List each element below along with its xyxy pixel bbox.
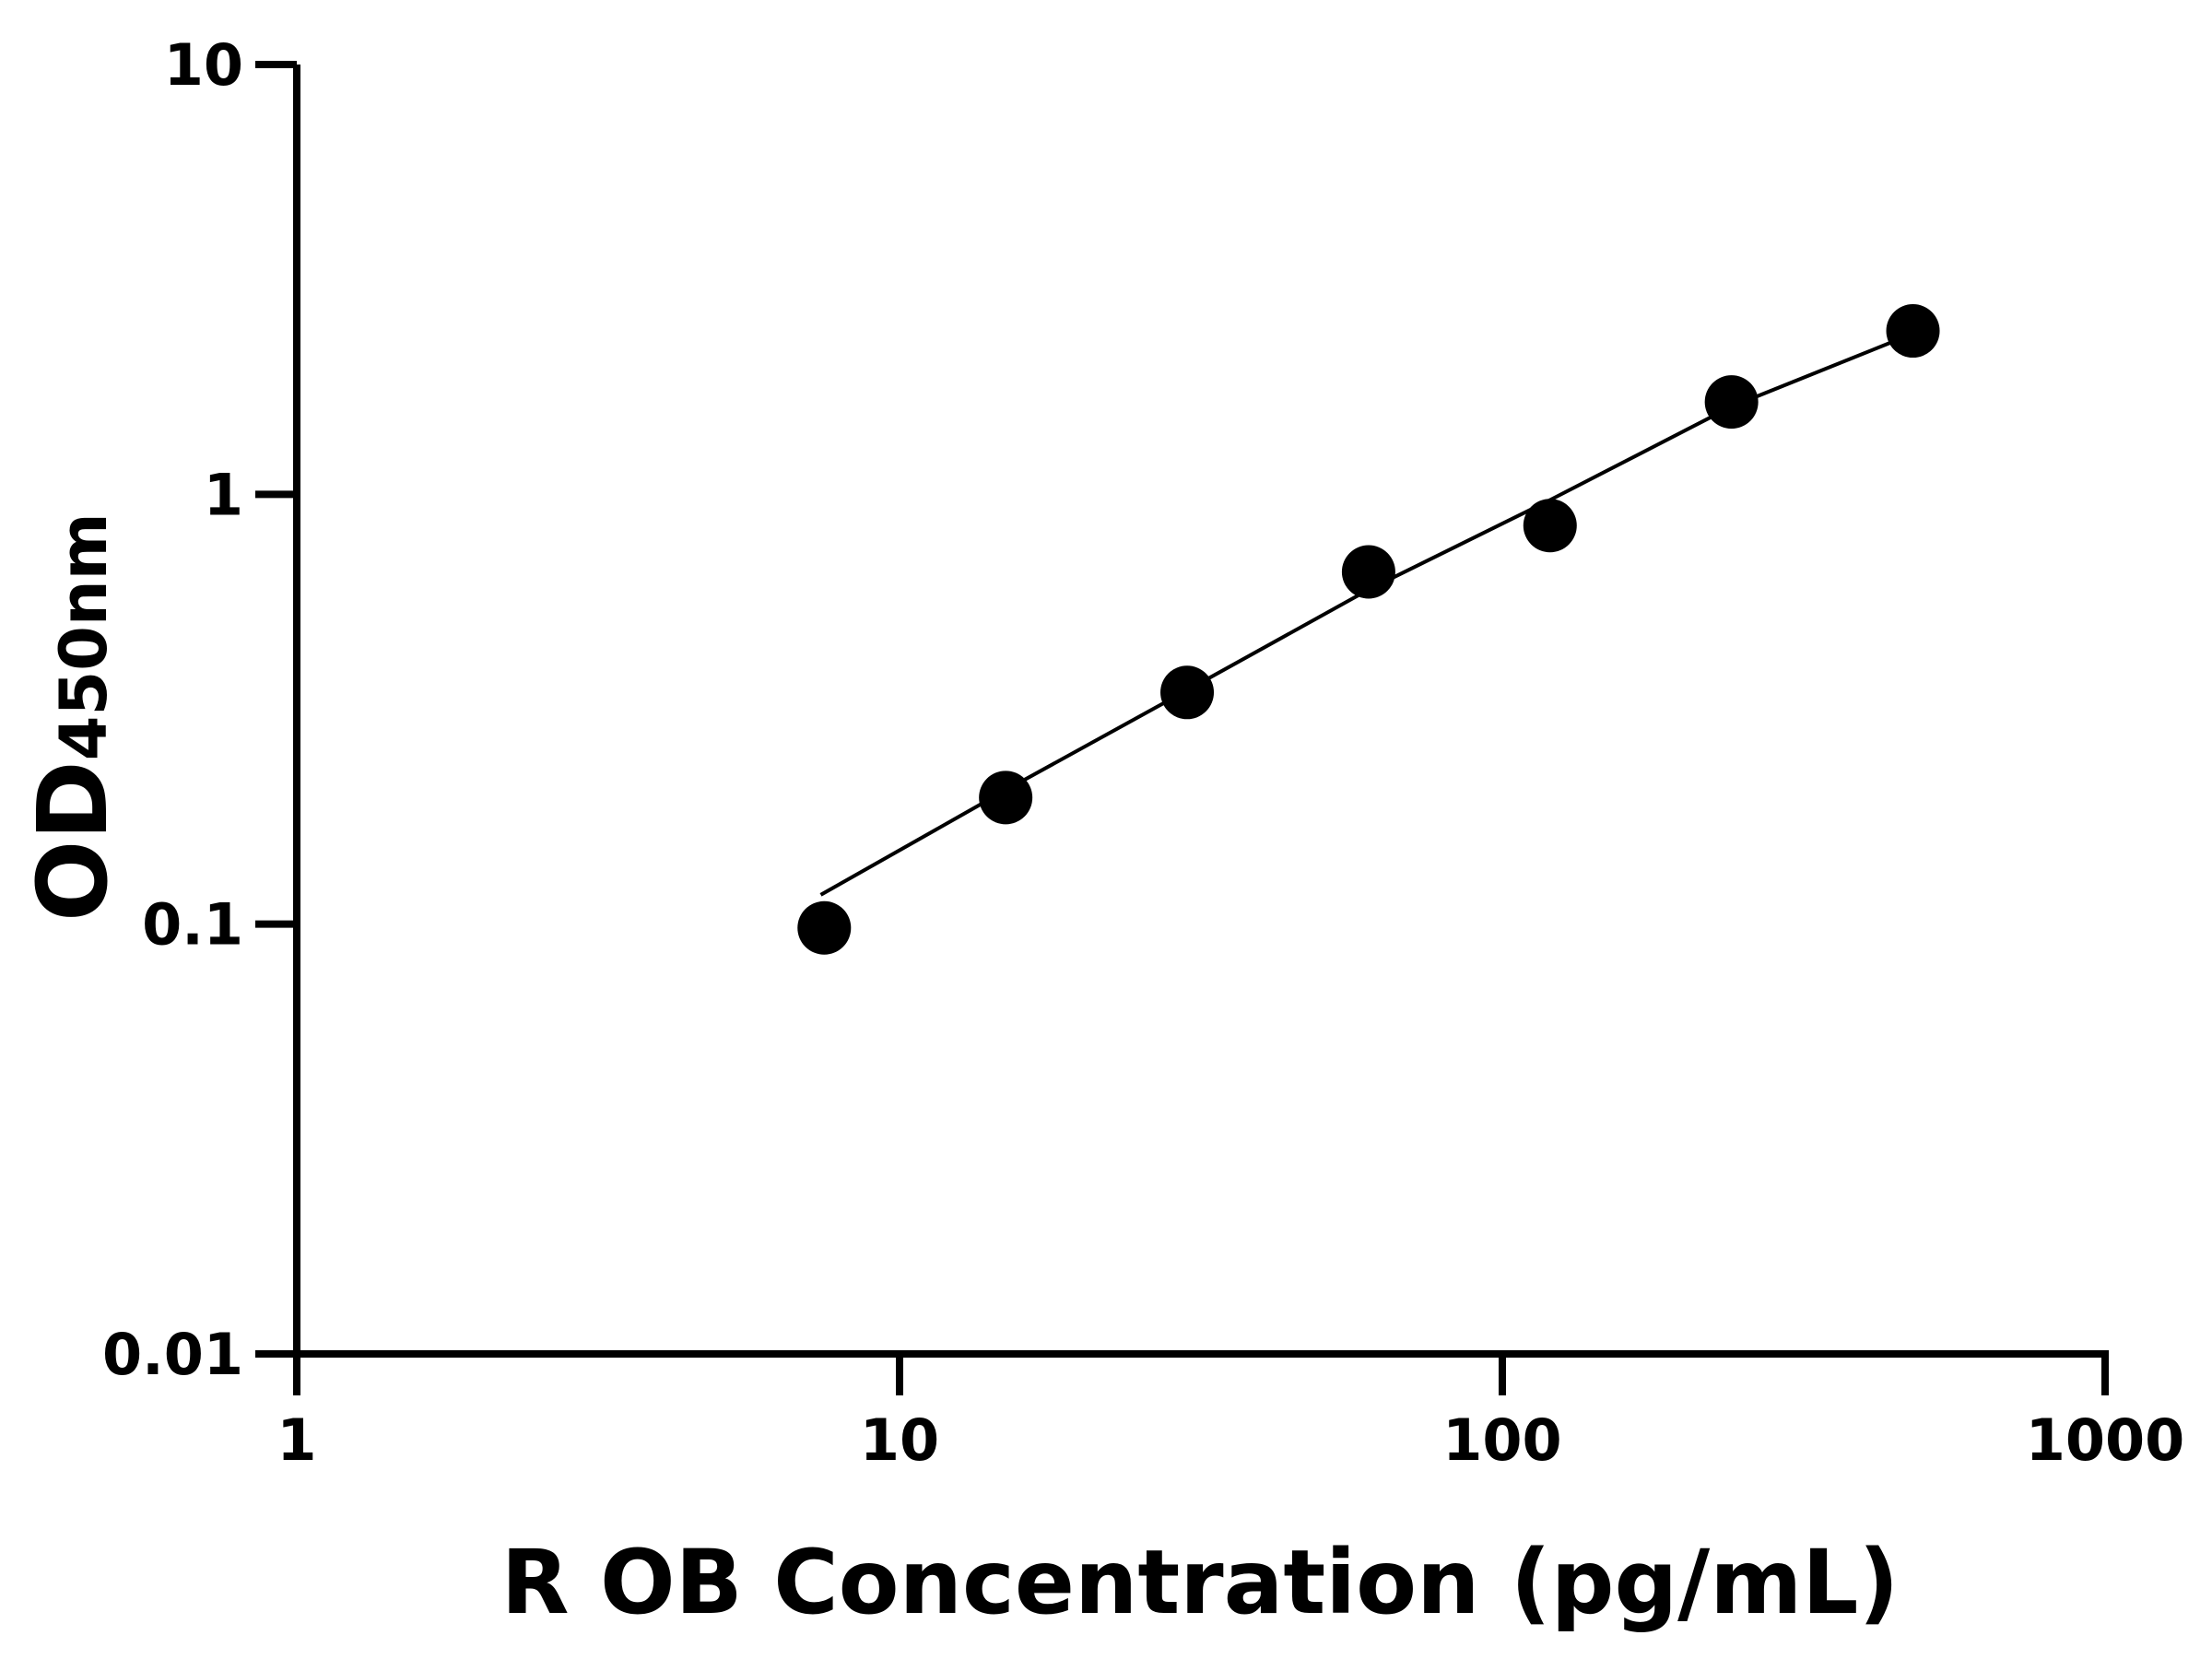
y-tick-label: 0.1: [142, 891, 243, 959]
x-tick-label: 1: [276, 1406, 316, 1474]
data-points: [797, 304, 1940, 955]
data-point: [1160, 665, 1215, 720]
axes: [293, 65, 2109, 1358]
x-tick-label: 100: [1442, 1406, 1561, 1474]
x-axis-label: R OB Concentration (pg/mL): [501, 1531, 1900, 1634]
x-tick-label: 10: [860, 1406, 939, 1474]
y-tick-label: 1: [204, 461, 243, 528]
y-axis-label: OD450nm: [17, 512, 129, 922]
data-point: [1523, 499, 1577, 553]
data-point: [1704, 375, 1759, 429]
data-point: [1341, 545, 1395, 599]
ticks: 1 10 100 1000 0.01 0.1 1 10: [102, 31, 2184, 1474]
y-axis-label-main: OD: [17, 760, 129, 922]
y-tick-label: 0.01: [102, 1321, 243, 1388]
data-point: [1886, 304, 1940, 359]
svg-text:OD450nm: OD450nm: [17, 512, 129, 922]
y-axis-label-sub: 450nm: [46, 512, 122, 760]
x-tick-label: 1000: [2026, 1406, 2185, 1474]
data-point: [797, 900, 852, 955]
y-tick-label: 10: [164, 31, 243, 99]
data-point: [979, 771, 1033, 825]
